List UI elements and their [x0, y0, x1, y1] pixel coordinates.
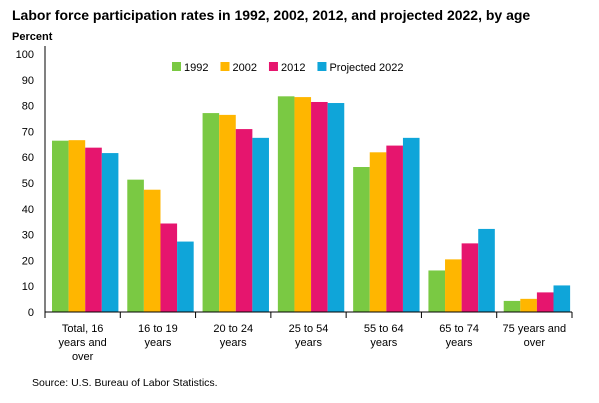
bar: [101, 153, 119, 312]
bar: [160, 223, 178, 312]
bar: [553, 285, 571, 312]
y-axis-label: Percent: [12, 31, 53, 43]
bar: [386, 145, 403, 312]
category-label: 75 years and over: [503, 323, 567, 349]
bar: [311, 101, 328, 312]
bar: [68, 140, 86, 312]
category-label: 16 to 19 years: [138, 323, 178, 349]
y-tick-label: 50: [22, 178, 34, 190]
y-tick-label: 70: [22, 126, 34, 138]
bar: [478, 228, 495, 312]
bar: [520, 298, 537, 312]
bar-group: [277, 96, 345, 313]
bar-group: [503, 285, 571, 312]
legend-swatch: [317, 62, 327, 71]
y-tick-label: 20: [22, 255, 34, 267]
bar: [327, 103, 345, 313]
source-note: Source: U.S. Bureau of Labor Statistics.: [32, 377, 218, 389]
bar: [503, 300, 521, 312]
category-labels: Total, 16 years and over 16 to 19 years 20 to…: [58, 323, 566, 363]
bar: [536, 292, 554, 312]
category-label: 25 to 54 years: [289, 323, 329, 349]
category-label: Total, 16 years and over: [58, 323, 106, 363]
bar: [143, 189, 161, 312]
bar: [294, 97, 312, 312]
y-tick-label: 0: [28, 307, 34, 319]
bar: [85, 147, 102, 312]
bar: [428, 270, 446, 312]
bar: [369, 152, 387, 312]
y-tick-label: 30: [22, 230, 34, 242]
legend-label: 2012: [281, 62, 305, 74]
chart-title: Labor force participation rates in 1992,…: [12, 7, 530, 23]
category-label: 20 to 24 years: [213, 323, 253, 349]
bar: [461, 243, 479, 312]
bar: [445, 259, 462, 312]
bar-group: [202, 113, 269, 312]
legend-label: 2002: [232, 62, 256, 74]
legend-swatch: [220, 62, 230, 71]
legend-swatch: [172, 62, 181, 71]
y-tick-label: 10: [22, 281, 34, 293]
bar-group: [428, 228, 495, 312]
bar-groups: [52, 96, 571, 313]
bar-group: [127, 179, 194, 312]
category-label: 55 to 64 years: [364, 323, 404, 349]
y-tick-label: 40: [22, 204, 34, 216]
bar: [219, 114, 236, 312]
y-tick-label: 90: [22, 75, 34, 87]
bar: [127, 179, 144, 312]
bar: [402, 137, 420, 312]
bar: [277, 96, 295, 312]
bar: [252, 137, 269, 312]
y-axis-ticks: 0 10 20 30 40 50 60 70 80 90 100: [16, 49, 34, 319]
bar: [177, 241, 194, 312]
legend-label: Projected 2022: [329, 62, 403, 74]
y-tick-label: 100: [16, 49, 34, 61]
legend-swatch: [268, 62, 278, 71]
y-tick-label: 60: [22, 152, 34, 164]
y-tick-label: 80: [22, 101, 34, 113]
legend-label: 1992: [184, 62, 208, 74]
bar: [202, 113, 220, 312]
axes: [44, 46, 573, 318]
category-label: 65 to 74 years: [439, 323, 479, 349]
bar: [52, 140, 69, 312]
bar-group: [353, 137, 420, 312]
bar: [353, 167, 370, 312]
bar-group: [52, 140, 119, 312]
legend: 1992 2002 2012 Projected 2022: [172, 62, 403, 74]
bar: [235, 129, 253, 312]
